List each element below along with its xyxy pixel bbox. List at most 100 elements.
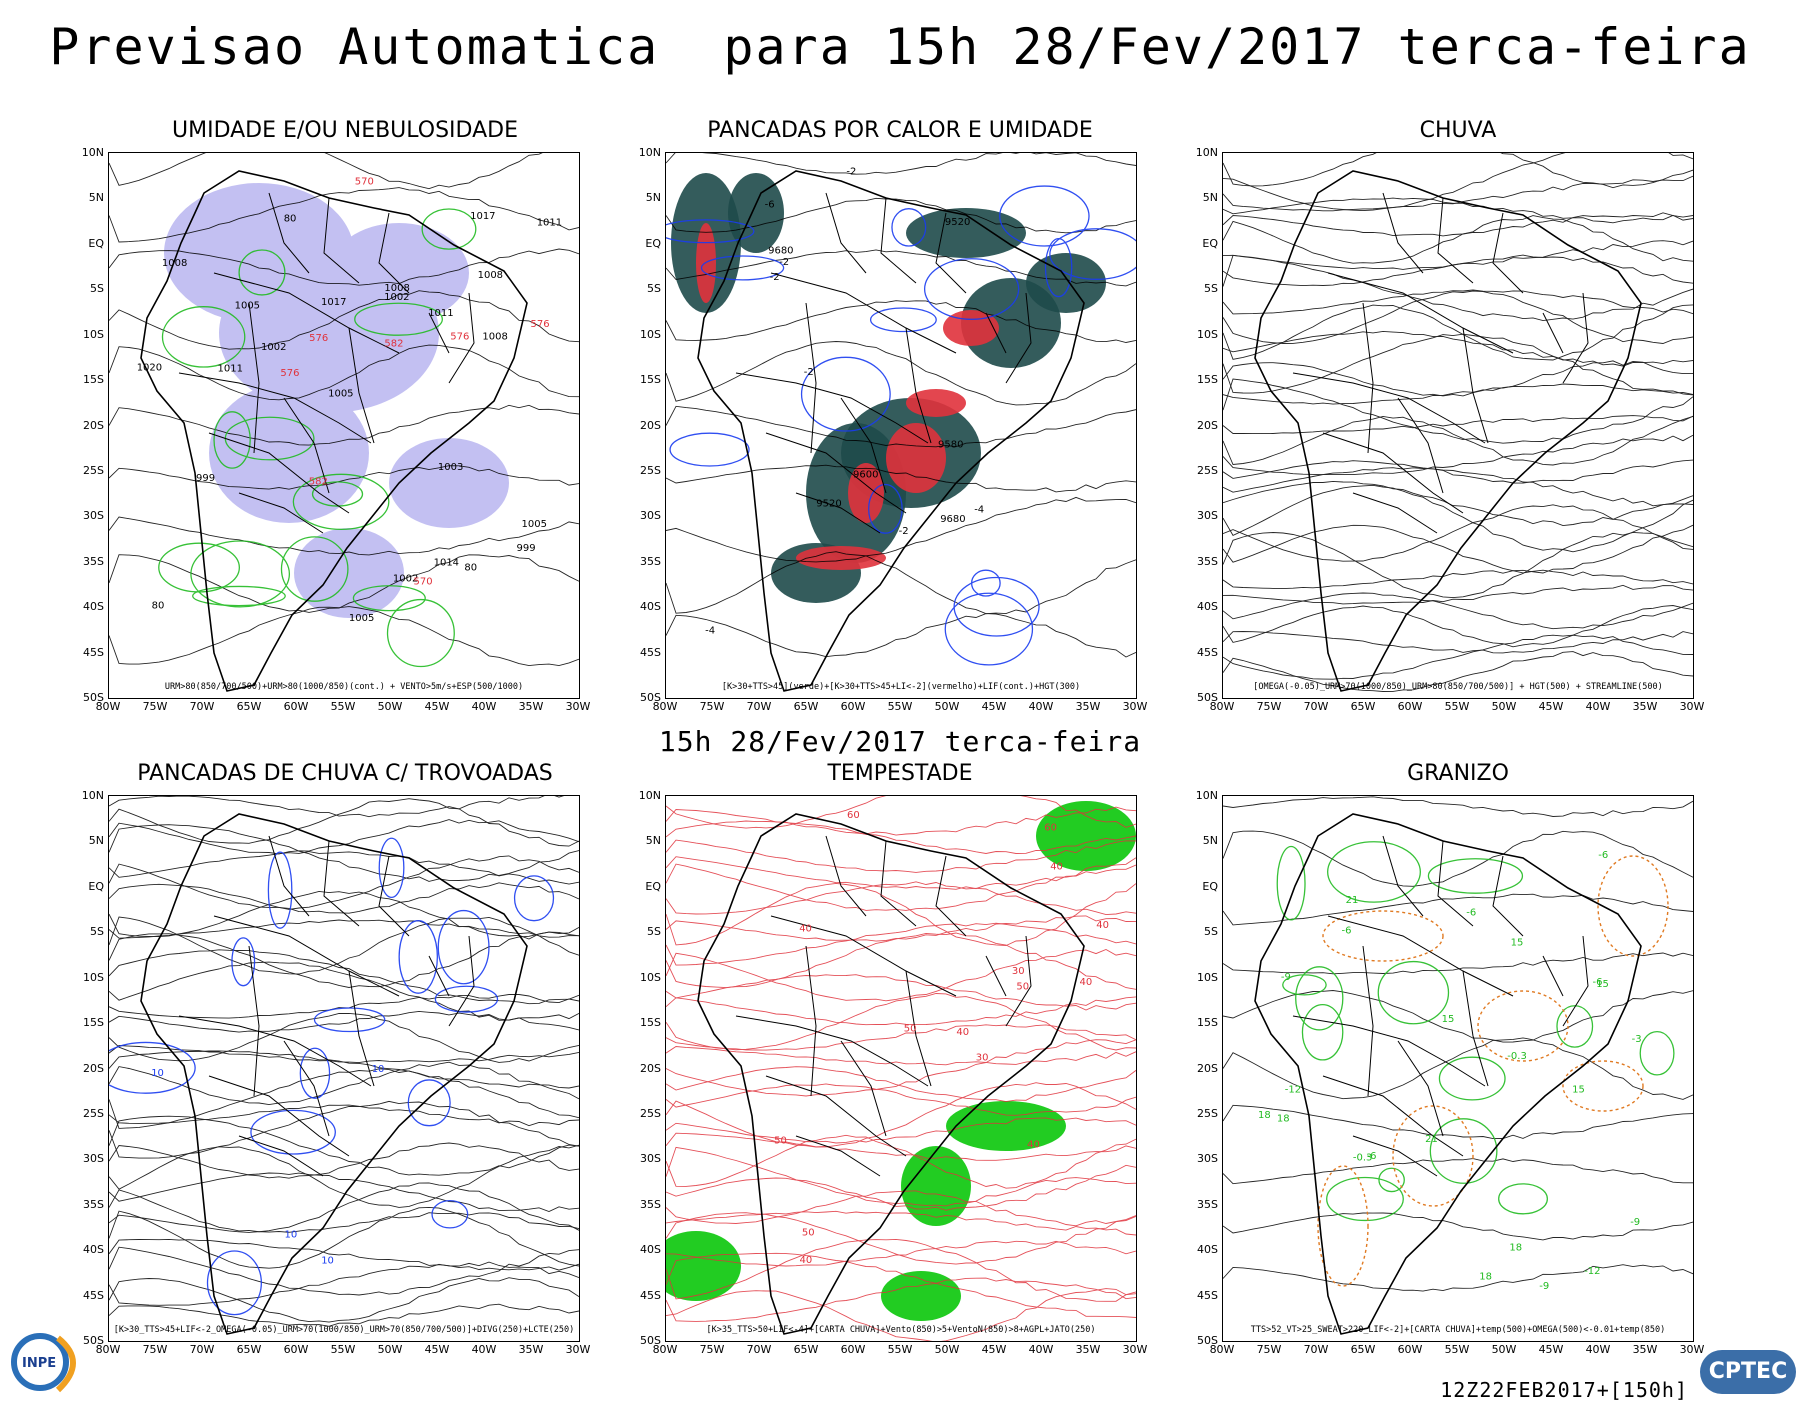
lon-label: 45W [981, 700, 1007, 713]
lon-label: 45W [981, 1343, 1007, 1356]
map-label: -4 [705, 626, 715, 637]
map-label: 9600 [853, 469, 878, 480]
lon-label: 45W [424, 700, 450, 713]
lon-label: 35W [518, 700, 544, 713]
map-label: 10 [151, 1068, 164, 1079]
lat-label: 10S [1197, 327, 1218, 341]
panel-caption: URM>80(850/700/500)+URM>80(1000/850)(con… [164, 682, 524, 692]
lon-label: 65W [1350, 1343, 1376, 1356]
map-label: 80 [464, 562, 477, 573]
map-label: -4 [974, 504, 984, 515]
lon-label: 55W [887, 1343, 913, 1356]
lon-label: 55W [887, 700, 913, 713]
map-label: 21 [1425, 1134, 1438, 1145]
map-label: 30 [976, 1053, 989, 1064]
map-label: 60 [847, 810, 860, 821]
lat-label: EQ [88, 879, 104, 893]
lat-label: 5S [1204, 282, 1218, 296]
lat-label: 5N [645, 834, 661, 848]
map-panel: 9680 9680 9520 9600 9520 -2 -2 -2 -4 -2 -6 -2 -4 9580… [665, 152, 1137, 699]
lat-label: 20S [83, 1061, 104, 1075]
lat-label: EQ [645, 879, 661, 893]
lon-label: 75W [699, 700, 725, 713]
map-label: -6 [1593, 977, 1603, 988]
lon-label: 80W [652, 1343, 678, 1356]
map-label: 1020 [137, 363, 162, 374]
lon-label: 50W [1491, 700, 1517, 713]
panel-caption: [K>30_TTS>45+LIF<-2_OMEGA(-0.05)_URM>70(… [113, 1325, 575, 1335]
lat-label: 40S [1197, 1243, 1218, 1257]
lon-label: 75W [1256, 1343, 1282, 1356]
lat-label: 30S [83, 1152, 104, 1166]
lon-label: 65W [236, 700, 262, 713]
lat-label: EQ [645, 236, 661, 250]
lon-label: 80W [652, 700, 678, 713]
lat-label: 35S [83, 554, 104, 568]
lat-label: 25S [1197, 1106, 1218, 1120]
map-label: 50 [774, 1135, 787, 1146]
lat-label: 5S [90, 282, 104, 296]
lat-label: 45S [1197, 1288, 1218, 1302]
lon-label: 65W [1350, 700, 1376, 713]
lon-label: 70W [189, 1343, 215, 1356]
lat-label: 10S [83, 327, 104, 341]
map-label: 18 [1509, 1242, 1522, 1253]
map-svg [1223, 153, 1693, 692]
map-label: 40 [1050, 861, 1063, 872]
lon-label: 50W [934, 1343, 960, 1356]
lat-label: 45S [640, 645, 661, 659]
mid-date-label: 15h 28/Fev/2017 terca-feira [658, 725, 1142, 758]
map-svg: 10 10 10 10 [109, 796, 579, 1335]
lon-label: 65W [793, 700, 819, 713]
lat-label: 35S [83, 1197, 104, 1211]
map-panel: [OMEGA(-0.05)_URM>70(1000/850)_URM>80(85… [1222, 152, 1694, 699]
map-label: 15 [1572, 1084, 1585, 1095]
map-label: 50 [904, 1024, 917, 1035]
map-label: 576 [450, 332, 469, 343]
lat-label: 5N [645, 191, 661, 205]
lat-label: 5S [647, 282, 661, 296]
map-label: 1008 [384, 283, 409, 294]
lon-label: 30W [1122, 1343, 1148, 1356]
lon-label: 30W [1122, 700, 1148, 713]
lat-label: 25S [83, 463, 104, 477]
lon-label: 50W [377, 700, 403, 713]
lat-label: 40S [83, 1243, 104, 1257]
panel-caption: [OMEGA(-0.05)_URM>70(1000/850)_URM>80(85… [1253, 682, 1663, 692]
lon-label: 60W [840, 1343, 866, 1356]
map-label: 1003 [438, 462, 463, 473]
lon-label: 60W [283, 1343, 309, 1356]
lat-label: 20S [1197, 418, 1218, 432]
lat-label: 10S [83, 970, 104, 984]
lon-label: 50W [934, 700, 960, 713]
map-label: -2 [804, 367, 814, 378]
lat-label: 10N [1195, 789, 1218, 802]
map-label: 15 [1596, 979, 1609, 990]
map-label: -6 [1367, 1151, 1377, 1162]
map-label: 582 [309, 476, 328, 487]
lat-label: 50S [1197, 691, 1218, 704]
map-panel: 1008 1011 576 1008 1008 582 1005 1002 1005 576 100… [108, 152, 580, 699]
map-label: -2 [846, 167, 856, 178]
lat-label: 15S [1197, 373, 1218, 387]
map-label: 9680 [768, 245, 793, 256]
lat-label: 50S [83, 1334, 104, 1347]
panel-title: UMIDADE E/OU NEBULOSIDADE [172, 118, 518, 143]
lon-label: 80W [1209, 1343, 1235, 1356]
map-label: 30 [1012, 966, 1025, 977]
map-label: -3 [1632, 1034, 1642, 1045]
map-label: 576 [309, 333, 328, 344]
map-label: 15 [1442, 1014, 1455, 1025]
map-label: -12 [1285, 1085, 1301, 1096]
map-label: 1008 [482, 331, 507, 342]
lon-label: 80W [1209, 700, 1235, 713]
lon-label: 70W [746, 1343, 772, 1356]
lat-label: EQ [1202, 236, 1218, 250]
map-label: 18 [1479, 1271, 1492, 1282]
lat-label: 5N [88, 834, 104, 848]
lat-label: 5S [647, 925, 661, 939]
map-label: -2 [770, 272, 780, 283]
map-label: 1014 [434, 558, 459, 569]
map-svg: 9680 9680 9520 9600 9520 -2 -2 -2 -4 -2 -6 -2 -4 9580 [666, 153, 1136, 692]
panel-title: PANCADAS DE CHUVA C/ TROVOADAS [137, 761, 553, 786]
